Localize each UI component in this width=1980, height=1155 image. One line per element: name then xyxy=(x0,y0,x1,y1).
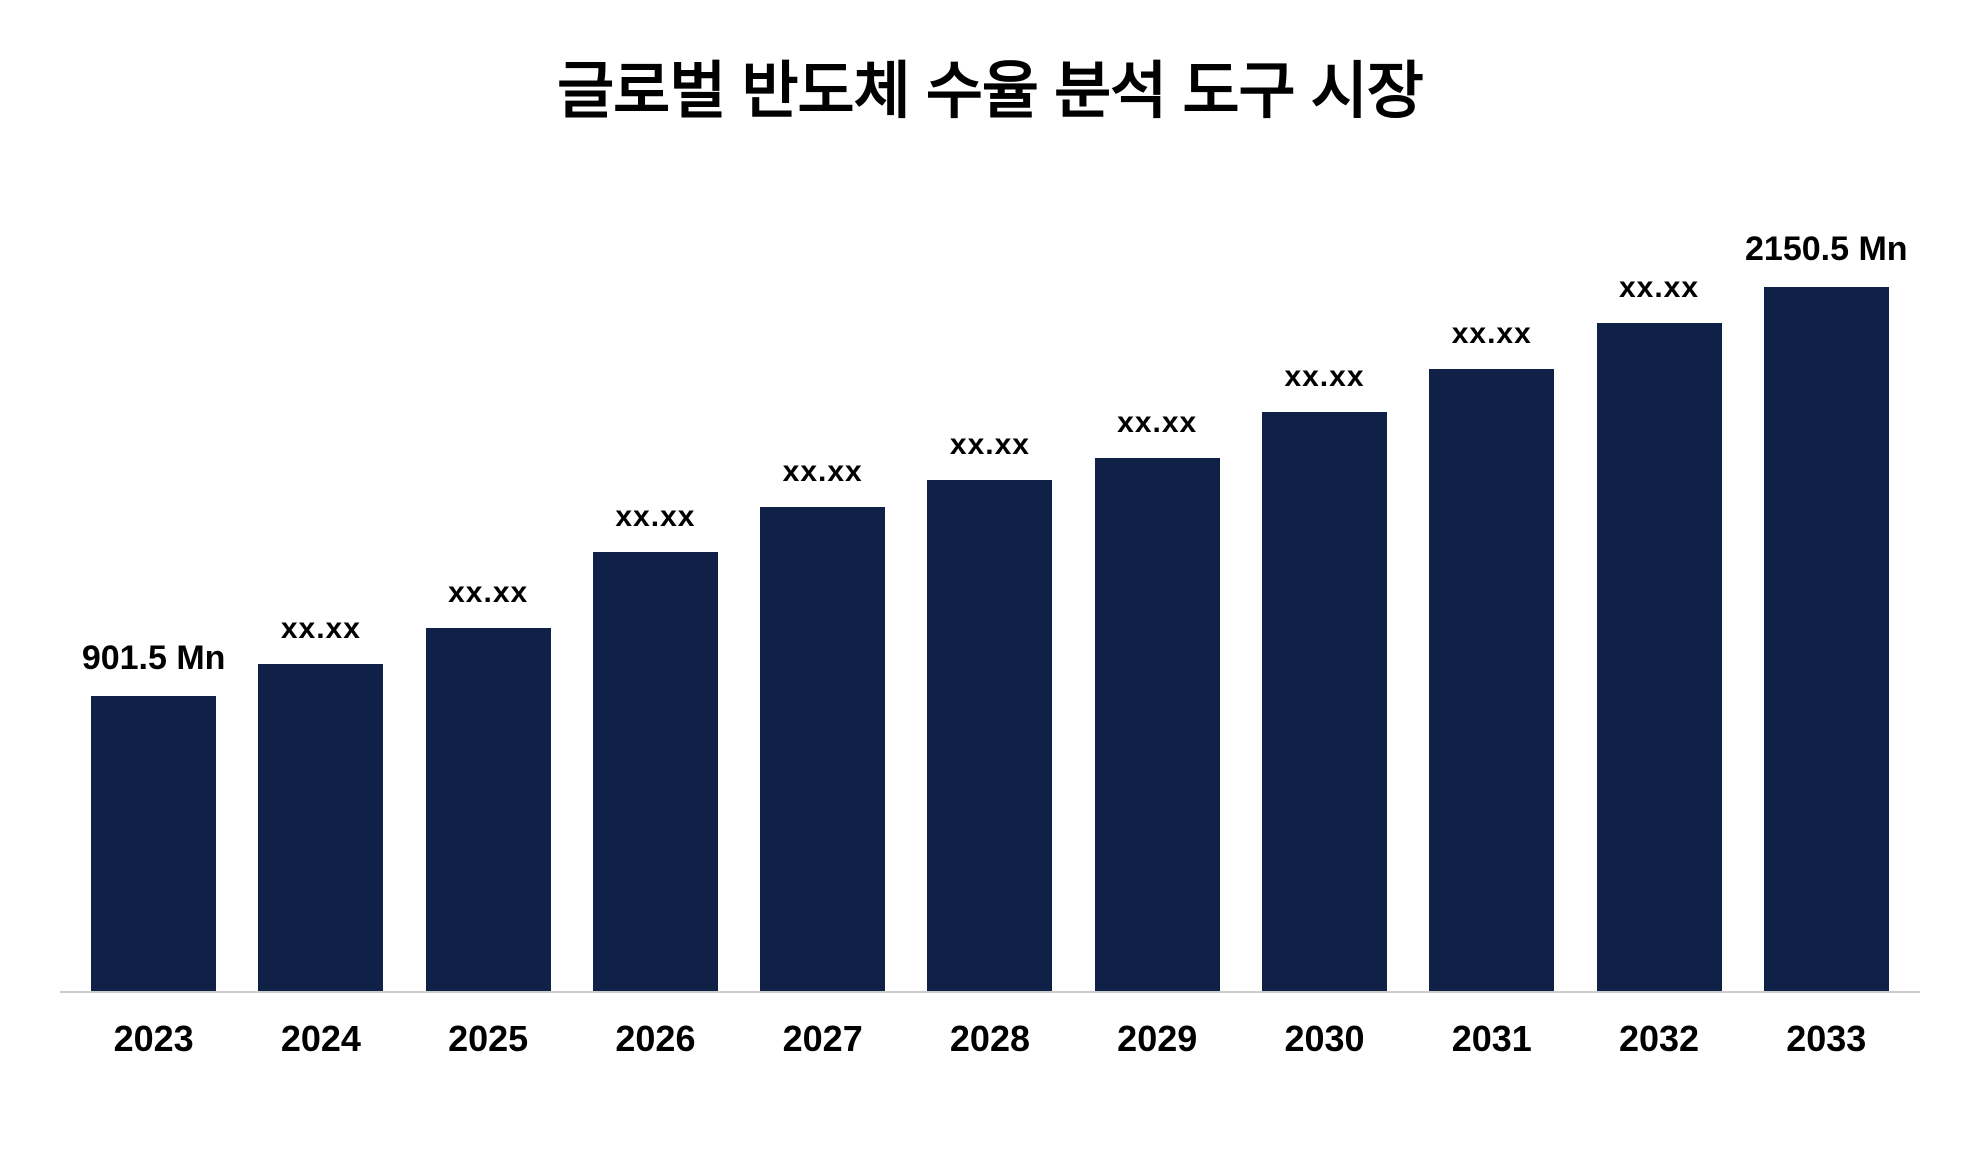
bar-value-label: xx.xx xyxy=(1117,406,1197,440)
bar-group: xx.xx xyxy=(1587,271,1732,991)
bar-value-label: xx.xx xyxy=(281,612,361,646)
x-axis-label: 2026 xyxy=(583,1018,728,1060)
bar xyxy=(91,696,216,991)
bar-group: xx.xx xyxy=(917,428,1062,991)
bar-group: xx.xx xyxy=(1252,360,1397,991)
x-axis-label: 2029 xyxy=(1085,1018,1230,1060)
bar xyxy=(1597,323,1722,991)
bar-value-label: xx.xx xyxy=(783,455,863,489)
bar-value-label: xx.xx xyxy=(448,576,528,610)
bar xyxy=(1429,369,1554,991)
bar-group: xx.xx xyxy=(1085,406,1230,991)
bar-value-label: 901.5 Mn xyxy=(82,639,226,678)
bar xyxy=(1764,287,1889,991)
bar-value-label: xx.xx xyxy=(1284,360,1364,394)
bar-group: xx.xx xyxy=(416,576,561,991)
x-axis-label: 2024 xyxy=(248,1018,393,1060)
bar xyxy=(1095,458,1220,991)
bar xyxy=(927,480,1052,991)
bar-group: xx.xx xyxy=(1419,317,1564,991)
plot-area: 901.5 Mn xx.xx xx.xx xx.xx xx.xx xx.xx xx.xx xx… xyxy=(60,210,1920,993)
x-axis-label: 2027 xyxy=(750,1018,895,1060)
bar-group: 2150.5 Mn xyxy=(1754,230,1899,991)
x-axis-label: 2031 xyxy=(1419,1018,1564,1060)
bar-value-label: xx.xx xyxy=(615,500,695,534)
bar xyxy=(760,507,885,991)
bar-group: xx.xx xyxy=(248,612,393,991)
bar xyxy=(593,552,718,991)
chart-container: 901.5 Mn xx.xx xx.xx xx.xx xx.xx xx.xx xx.xx xx… xyxy=(60,210,1920,1060)
chart-title: 글로벌 반도체 수율 분석 도구 시장 xyxy=(60,40,1920,130)
x-axis-label: 2033 xyxy=(1754,1018,1899,1060)
bar-group: xx.xx xyxy=(750,455,895,991)
x-axis: 2023 2024 2025 2026 2027 2028 2029 2030 2031 2032… xyxy=(60,1018,1920,1060)
bar-group: 901.5 Mn xyxy=(81,639,226,991)
bar-group: xx.xx xyxy=(583,500,728,991)
bar-value-label: 2150.5 Mn xyxy=(1745,230,1908,269)
bar-value-label: xx.xx xyxy=(950,428,1030,462)
x-axis-label: 2030 xyxy=(1252,1018,1397,1060)
bar xyxy=(1262,412,1387,991)
bar xyxy=(426,628,551,991)
x-axis-label: 2028 xyxy=(917,1018,1062,1060)
bar xyxy=(258,664,383,991)
bar-value-label: xx.xx xyxy=(1619,271,1699,305)
x-axis-label: 2023 xyxy=(81,1018,226,1060)
bar-value-label: xx.xx xyxy=(1452,317,1532,351)
x-axis-label: 2025 xyxy=(416,1018,561,1060)
x-axis-label: 2032 xyxy=(1587,1018,1732,1060)
